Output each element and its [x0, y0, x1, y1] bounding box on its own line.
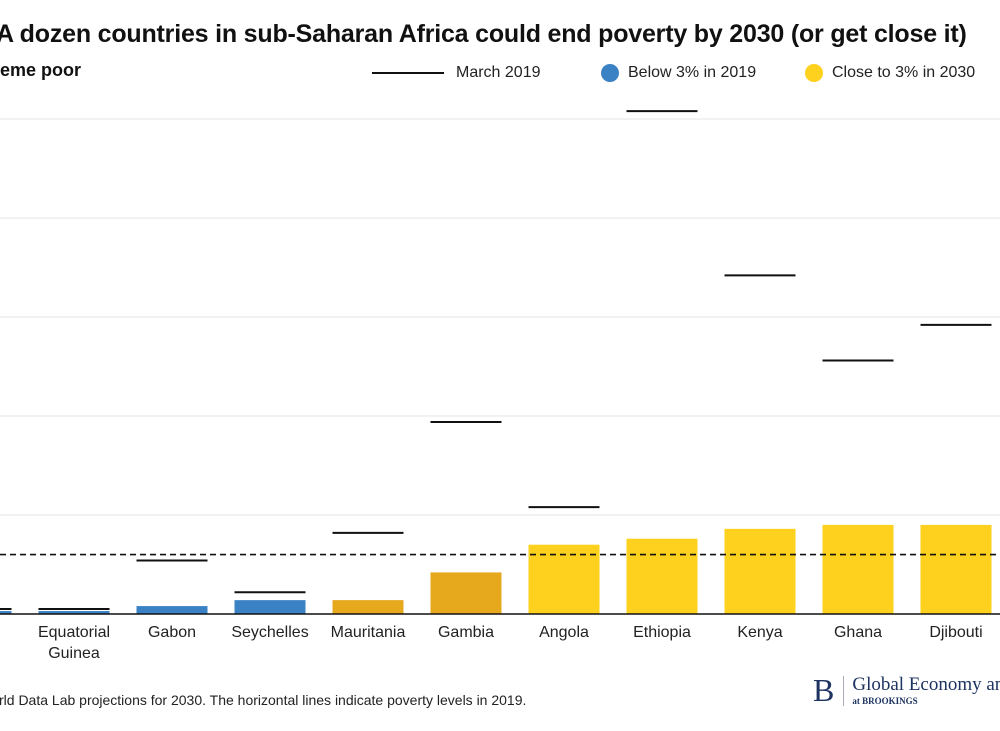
x-tick-label: Seychelles	[231, 624, 308, 641]
x-tick-label: Mauritania	[331, 624, 406, 641]
logo-divider	[843, 676, 845, 706]
bar-2030	[136, 606, 208, 614]
bar-2030	[920, 524, 992, 614]
legend-line-swatch	[372, 72, 444, 74]
bar-2030	[528, 544, 600, 614]
logo-name: Global Economy an	[852, 674, 1000, 695]
logo-mark: B	[813, 672, 835, 708]
bar-2030	[0, 611, 12, 614]
bar-2030	[332, 600, 404, 614]
bar-2030	[724, 528, 796, 614]
legend-item-below-3: Below 3% in 2019	[601, 64, 756, 82]
x-tick-label: Ghana	[834, 624, 882, 641]
bar-2030	[234, 600, 306, 614]
legend-label: Below 3% in 2019	[628, 64, 757, 81]
legend-dot-swatch	[805, 64, 823, 82]
x-tick-label: Angola	[539, 624, 589, 641]
x-tick-label: Kenya	[737, 624, 782, 641]
x-tick-label: Djibouti	[929, 624, 982, 641]
source-note: rld Data Lab projections for 2030. The h…	[0, 692, 527, 708]
x-tick-label: Ethiopia	[633, 624, 691, 641]
brookings-logo: B Global Economy an at BROOKINGS	[813, 674, 1000, 706]
bar-2030	[430, 572, 502, 614]
x-tick-label: Gabon	[148, 624, 196, 641]
legend-item-march-2019: March 2019	[372, 64, 541, 82]
bar-2030	[822, 524, 894, 614]
legend-item-close-3: Close to 3% in 2030	[805, 64, 975, 82]
chart-title: A dozen countries in sub-Saharan Africa …	[0, 20, 967, 48]
legend-label: Close to 3% in 2030	[832, 64, 976, 81]
legend-dot-swatch	[601, 64, 619, 82]
bar-2030	[626, 538, 698, 614]
x-tick-label: Equatorial Guinea	[38, 624, 110, 662]
x-tick-label: Gambia	[438, 624, 494, 641]
legend-label: March 2019	[456, 64, 541, 81]
bar-2030	[38, 611, 110, 614]
logo-sub: at BROOKINGS	[852, 696, 918, 706]
chart-subtitle: eme poor	[0, 60, 82, 80]
